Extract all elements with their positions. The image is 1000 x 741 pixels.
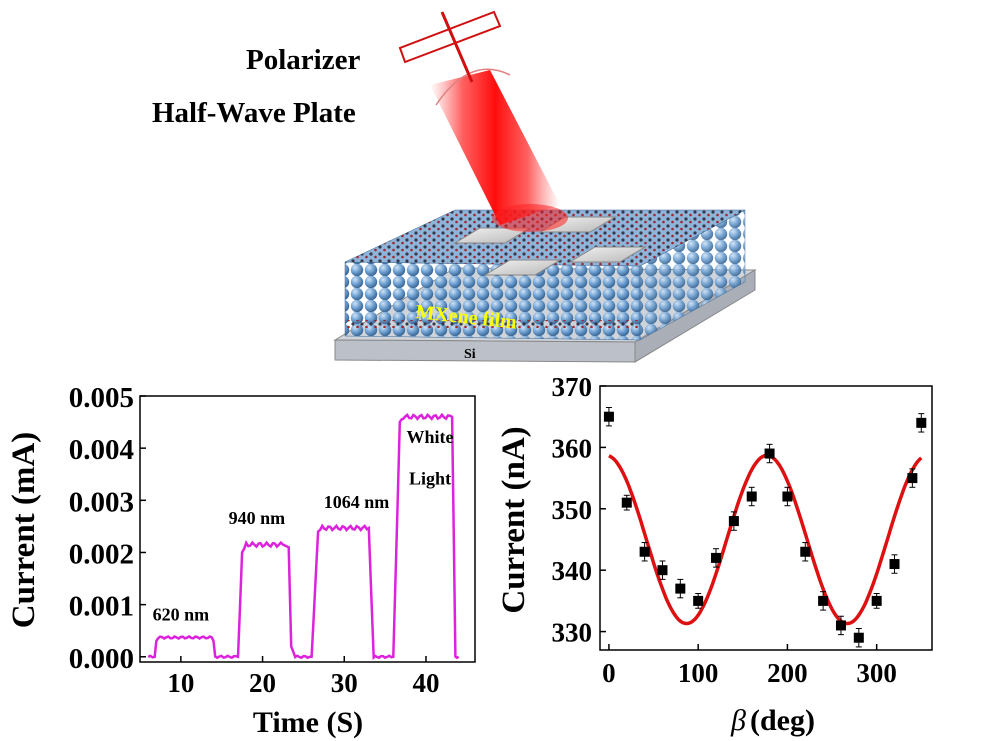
chart1-annotation: Light [409, 469, 451, 489]
chart2-x-ticks: 0 100 200 300 [602, 644, 897, 688]
chart1-x-ticks: 10 20 30 40 [167, 656, 439, 698]
chart1-x-tick-label: 40 [412, 668, 439, 698]
halfwave-plate-label: Half-Wave Plate [152, 97, 356, 129]
chart1-annotation: White [407, 427, 454, 447]
chart2-y-axis-label: Current (nA) [496, 426, 532, 613]
chart1-annotation: 1064 nm [324, 492, 390, 512]
chart2-data-point [657, 565, 668, 576]
chart2-data-point [764, 448, 775, 459]
chart2-data-point [907, 473, 918, 484]
chart2-x-tick-label: 100 [678, 658, 719, 688]
chart1-annotation: 620 nm [153, 604, 210, 624]
electrode-pad-4 [568, 246, 647, 263]
device-schematic: Polarizer Half-Wave Plate MXene film Si [152, 10, 757, 363]
halfwave-plate-icon [435, 68, 511, 106]
chart2-y-ticks: 330 340 350 360 370 [552, 372, 606, 648]
chart1-y-tick-label: 0.000 [69, 643, 134, 675]
electrode-pad-3 [483, 259, 562, 276]
chart2-y-tick-label: 330 [552, 618, 593, 648]
chart2-plot-area [603, 406, 927, 648]
chart2-data-point [916, 417, 927, 428]
laser-beam [430, 70, 560, 225]
polarizer-icon [398, 10, 502, 83]
polarizer-label: Polarizer [246, 44, 360, 76]
chart2-data-point [800, 546, 811, 557]
chart1-y-tick-label: 0.002 [69, 538, 134, 570]
chart2-data-point [728, 516, 739, 527]
chart1-series-line [147, 412, 460, 661]
chart2-x-tick-label: 200 [767, 658, 808, 688]
chart2-x-tick-label: 300 [856, 658, 897, 688]
chart1-annotation: 940 nm [229, 508, 286, 528]
si-label: Si [464, 347, 476, 362]
chart2-x-axis-label: (deg) [750, 704, 815, 737]
chart2-x-tick-label: 0 [602, 658, 616, 688]
chart1-y-tick-label: 0.004 [69, 434, 134, 466]
chart1-plot-frame [139, 395, 476, 663]
chart2-x-axis-symbol: β [730, 704, 746, 737]
chart2-y-tick-label: 350 [552, 495, 593, 525]
chart2-data-point [693, 595, 704, 606]
chart1-x-tick-label: 30 [331, 668, 358, 698]
chart2-data-point [639, 546, 650, 557]
chart2-y-tick-label: 370 [552, 372, 593, 402]
mxene-atom-layer-bottom [345, 320, 640, 328]
chart2-plot-frame [599, 385, 933, 651]
chart1-y-tick-label: 0.005 [69, 382, 134, 414]
chart2-data-point [835, 620, 846, 631]
chart2-data-point [853, 632, 864, 643]
chart1-annotations: 620 nm 940 nm 1064 nm White Light [153, 427, 454, 624]
chart2-data-point [675, 583, 686, 594]
si-substrate-front [334, 339, 636, 363]
chart1-x-tick-label: 20 [249, 668, 276, 698]
chart1-y-ticks: 0.000 0.001 0.002 0.003 0.004 0.005 [69, 382, 146, 675]
chart2-data-point [889, 559, 900, 570]
polarization-current-chart: 330 340 350 360 370 0 100 200 300 β (deg) Curre… [496, 372, 933, 737]
mxene-atoms-top [345, 210, 745, 266]
chart1-x-axis-label: Time (S) [253, 706, 363, 739]
chart1-y-axis-label: Current (mA) [6, 432, 42, 628]
chart2-data-point [746, 491, 757, 502]
chart2-data-point [621, 497, 632, 508]
chart2-data-point [711, 552, 722, 563]
chart1-plot-area [147, 412, 460, 661]
chart1-y-tick-label: 0.001 [69, 591, 134, 623]
chart1-x-tick-label: 10 [167, 668, 194, 698]
chart2-data-point [818, 595, 829, 606]
chart2-data-point [871, 595, 882, 606]
chart2-y-tick-label: 340 [552, 556, 593, 586]
laser-spot [492, 204, 568, 232]
chart2-y-tick-label: 360 [552, 433, 593, 463]
chart2-data-point [782, 491, 793, 502]
chart2-data-point [603, 411, 614, 422]
chart1-y-tick-label: 0.003 [69, 486, 134, 518]
